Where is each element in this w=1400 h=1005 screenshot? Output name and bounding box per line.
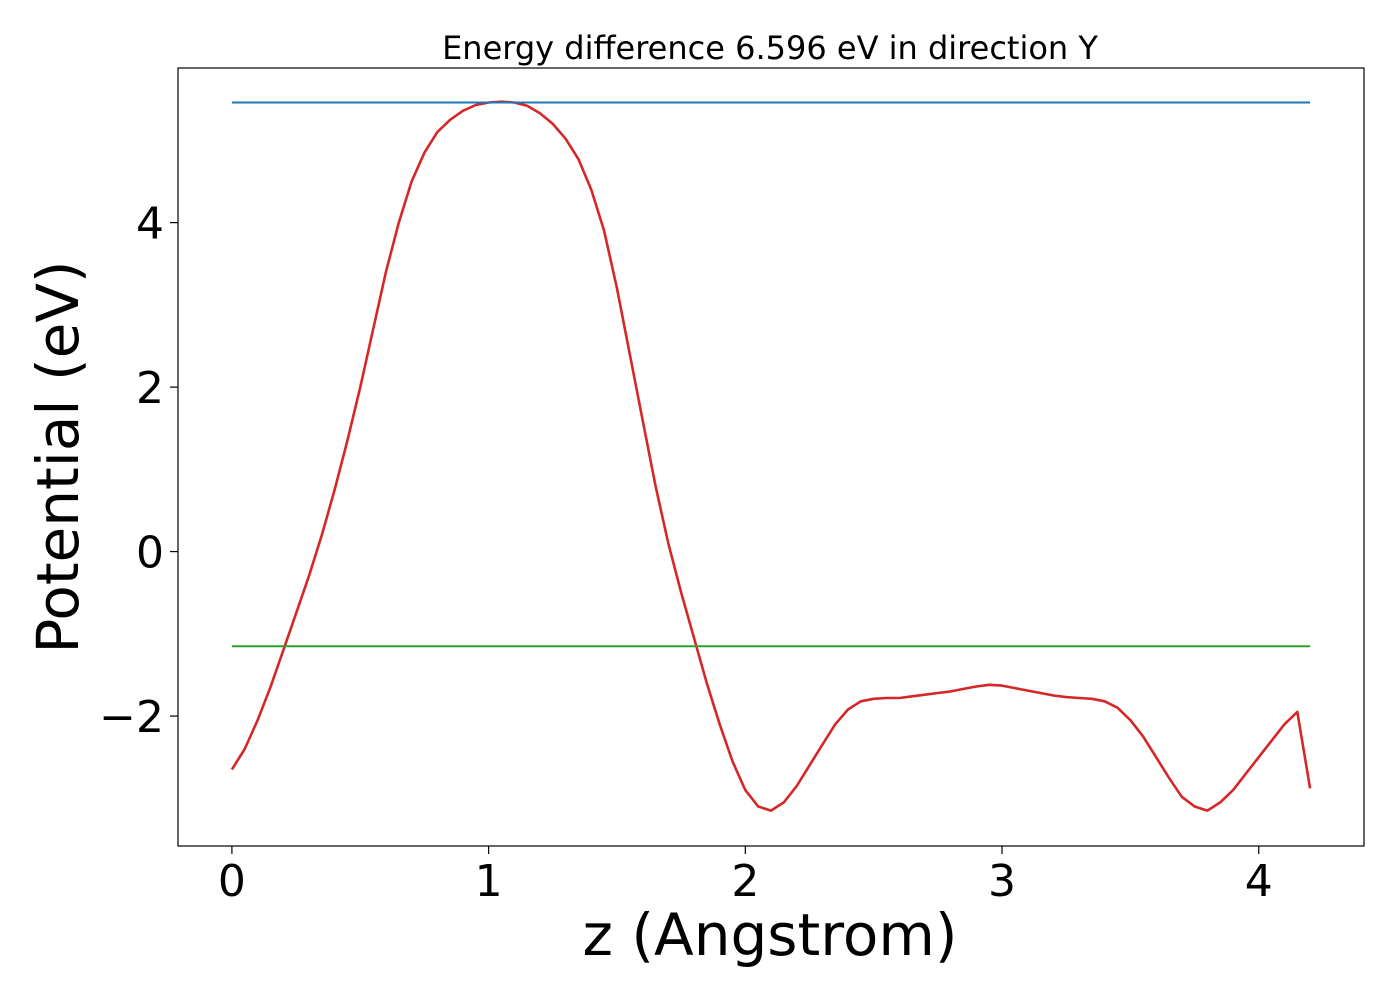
x-axis-ticks: 0 1 2 3 4 — [218, 846, 1273, 907]
plot-area — [230, 100, 1312, 812]
y-tick-label: 2 — [136, 363, 164, 414]
x-tick-label: 1 — [475, 856, 503, 907]
x-tick-label: 4 — [1245, 856, 1273, 907]
plot-frame — [177, 67, 1365, 847]
x-axis-label: z (Angstrom) — [583, 901, 958, 969]
y-axis-label: Potential (eV) — [24, 260, 92, 653]
x-tick-label: 0 — [218, 856, 246, 907]
x-tick-label: 3 — [988, 856, 1016, 907]
x-tick-label: 2 — [731, 856, 759, 907]
chart-title: Energy difference 6.596 eV in direction … — [442, 29, 1098, 67]
y-axis-ticks: −2 0 2 4 — [99, 199, 178, 743]
y-tick-label: 0 — [136, 528, 164, 579]
potential-curve — [230, 100, 1312, 812]
y-tick-label: −2 — [99, 692, 164, 743]
y-tick-label: 4 — [136, 199, 164, 250]
